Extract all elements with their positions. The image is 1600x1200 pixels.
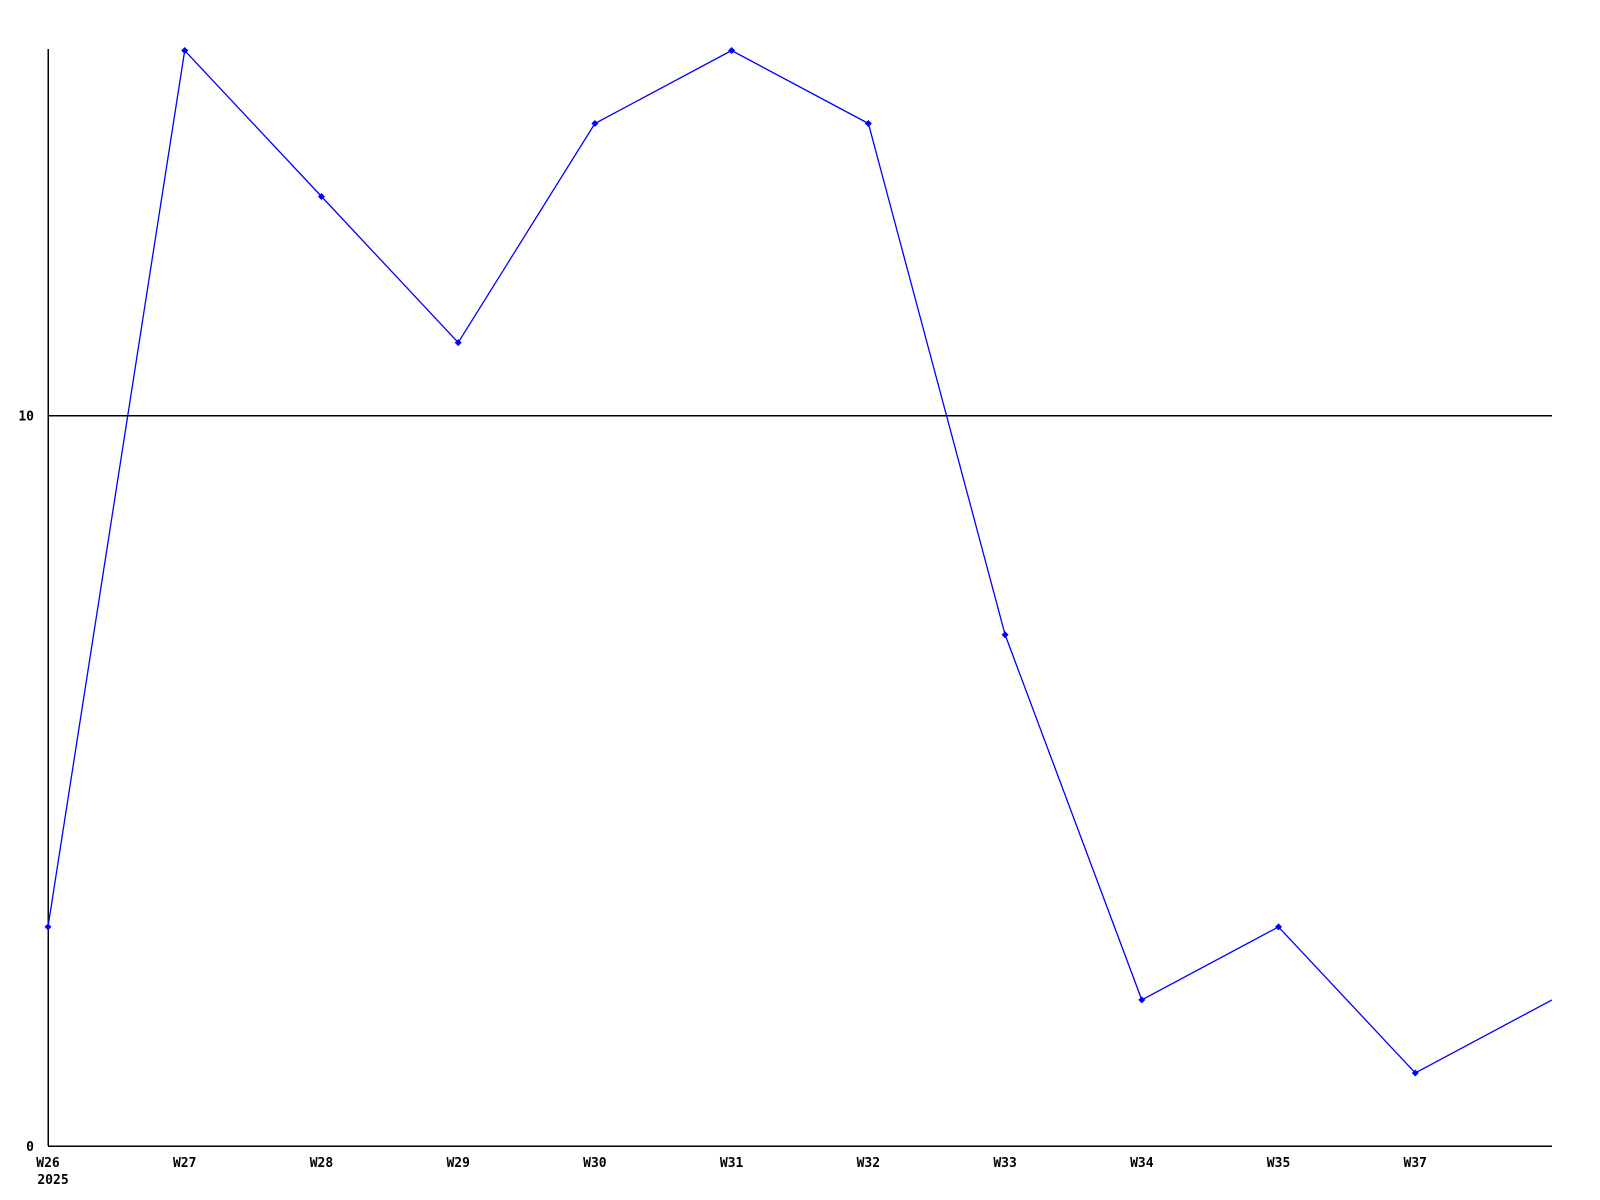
data-point-marker [181,46,189,54]
x-tick-label: W28 [310,1156,334,1171]
data-point-marker [1138,996,1146,1004]
x-tick-label: W34 [1130,1156,1154,1171]
data-point-marker [1411,1069,1419,1077]
y-tick-label: 10 [18,410,34,425]
x-axis-year-label: 2025 [37,1173,68,1188]
y-tick-label: 0 [26,1140,34,1155]
data-line [47,49,1553,1074]
x-tick-label: W30 [583,1156,607,1171]
data-point-marker [864,119,872,127]
data-point-marker [1275,923,1283,931]
data-point-marker [1001,631,1009,639]
x-tick-label: W27 [173,1156,196,1171]
data-point-marker [317,193,325,201]
x-tick-label: W32 [857,1156,880,1171]
data-point-marker [44,923,52,931]
x-tick-label: W37 [1404,1156,1427,1171]
x-tick-label: W26 [36,1156,60,1171]
x-tick-label: W33 [993,1156,1016,1171]
data-point-marker [728,46,736,54]
x-tick-label: W35 [1267,1156,1290,1171]
x-tick-label: W29 [446,1156,469,1171]
data-point-marker [454,339,462,347]
x-tick-label: W31 [720,1156,744,1171]
data-point-marker [591,119,599,127]
